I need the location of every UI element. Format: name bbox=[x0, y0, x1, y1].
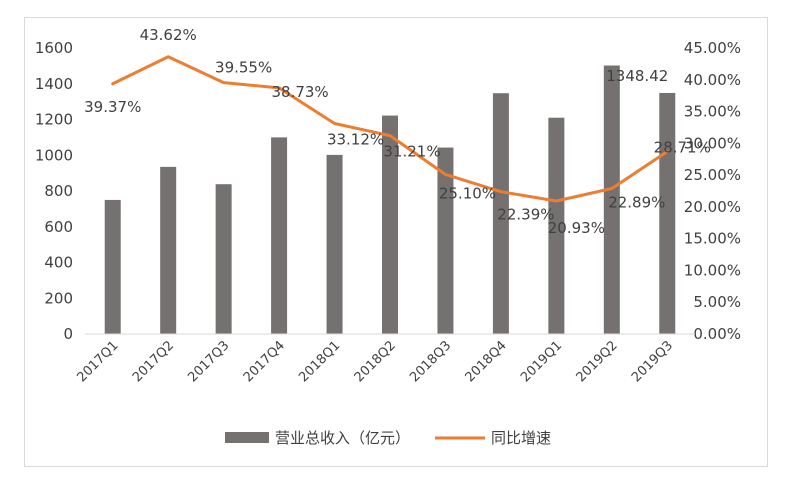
x-tick-label: 2019Q1 bbox=[518, 338, 565, 385]
x-tick-label: 2017Q1 bbox=[74, 338, 121, 385]
revenue-bars bbox=[104, 65, 676, 335]
x-axis-ticks: 2017Q1 2017Q2 2017Q3 2017Q4 2018Q1 2018Q2 2018… bbox=[74, 338, 676, 385]
combo-chart: 0 200 400 600 800 1000 1200 1400 1600 0.00% 5.00%… bbox=[35, 26, 741, 447]
revenue-bar bbox=[215, 184, 232, 334]
y-right-tick-label: 20.00% bbox=[684, 198, 741, 216]
revenue-bar bbox=[160, 166, 177, 334]
growth-data-label: 25.10% bbox=[439, 184, 496, 202]
growth-data-label: 20.93% bbox=[548, 219, 605, 237]
revenue-bar bbox=[271, 137, 288, 334]
revenue-bar bbox=[603, 65, 620, 334]
legend-bar-swatch bbox=[225, 432, 269, 443]
x-tick-label: 2018Q2 bbox=[352, 338, 399, 385]
y-right-tick-label: 35.00% bbox=[684, 103, 741, 121]
revenue-bar bbox=[104, 199, 121, 334]
legend-line-label: 同比增速 bbox=[491, 429, 551, 447]
y-right-tick-label: 0.00% bbox=[693, 325, 741, 343]
y-right-tick-label: 5.00% bbox=[693, 293, 741, 311]
y-right-tick-label: 15.00% bbox=[684, 230, 741, 248]
growth-data-label: 28.71% bbox=[654, 139, 711, 157]
revenue-bar bbox=[492, 93, 509, 334]
y-right-tick-label: 30.00% bbox=[684, 134, 741, 152]
revenue-bar bbox=[659, 92, 676, 334]
revenue-data-label: 1348.42 bbox=[606, 67, 668, 85]
y-left-tick-label: 1200 bbox=[35, 111, 73, 129]
revenue-bar bbox=[326, 154, 343, 334]
x-tick-label: 2018Q4 bbox=[463, 338, 510, 385]
y-left-tick-label: 200 bbox=[44, 289, 73, 307]
y-left-tick-label: 400 bbox=[44, 254, 73, 272]
x-tick-label: 2017Q4 bbox=[241, 338, 288, 385]
y-right-tick-label: 45.00% bbox=[684, 39, 741, 57]
y-left-tick-label: 1400 bbox=[35, 75, 73, 93]
growth-data-label: 39.37% bbox=[84, 98, 141, 116]
revenue-bar bbox=[548, 117, 565, 335]
growth-data-label: 38.73% bbox=[271, 83, 328, 101]
x-tick-label: 2017Q2 bbox=[130, 338, 177, 385]
growth-data-label: 31.21% bbox=[383, 143, 440, 161]
y-right-tick-label: 25.00% bbox=[684, 166, 741, 184]
growth-data-label: 43.62% bbox=[140, 26, 197, 44]
data-labels: 39.37% 43.62% 39.55% 38.73% 33.12%31.21% 25.1… bbox=[84, 26, 711, 237]
growth-data-label: 39.55% bbox=[215, 59, 272, 77]
revenue-bar bbox=[437, 147, 454, 334]
revenue-bar bbox=[382, 115, 398, 334]
right-axis: 0.00% 5.00% 10.00% 15.00% 20.00% 25.00% 30.00%… bbox=[684, 39, 741, 343]
y-left-tick-label: 1600 bbox=[35, 39, 73, 57]
x-tick-label: 2019Q3 bbox=[629, 338, 676, 385]
x-tick-label: 2017Q3 bbox=[185, 338, 232, 385]
y-left-tick-label: 800 bbox=[44, 182, 73, 200]
growth-line bbox=[111, 55, 669, 203]
y-left-tick-label: 0 bbox=[63, 325, 73, 343]
left-axis: 0 200 400 600 800 1000 1200 1400 1600 bbox=[35, 39, 73, 343]
chart-frame: 0 200 400 600 800 1000 1200 1400 1600 0.00% 5.00%… bbox=[24, 17, 768, 467]
growth-data-label: 33.12% bbox=[327, 131, 384, 149]
y-right-tick-label: 10.00% bbox=[684, 261, 741, 279]
legend-bar-label: 营业总收入（亿元） bbox=[275, 429, 410, 447]
x-tick-label: 2019Q2 bbox=[574, 338, 621, 385]
growth-data-label: 22.39% bbox=[497, 206, 554, 224]
y-left-tick-label: 1000 bbox=[35, 146, 73, 164]
growth-data-label: 22.89% bbox=[608, 194, 665, 212]
y-right-tick-label: 40.00% bbox=[684, 71, 741, 89]
y-left-tick-label: 600 bbox=[44, 218, 73, 236]
growth-line-path bbox=[111, 55, 669, 203]
x-tick-label: 2018Q3 bbox=[407, 338, 454, 385]
x-tick-label: 2018Q1 bbox=[296, 338, 343, 385]
legend: 营业总收入（亿元） 同比增速 bbox=[225, 429, 551, 447]
